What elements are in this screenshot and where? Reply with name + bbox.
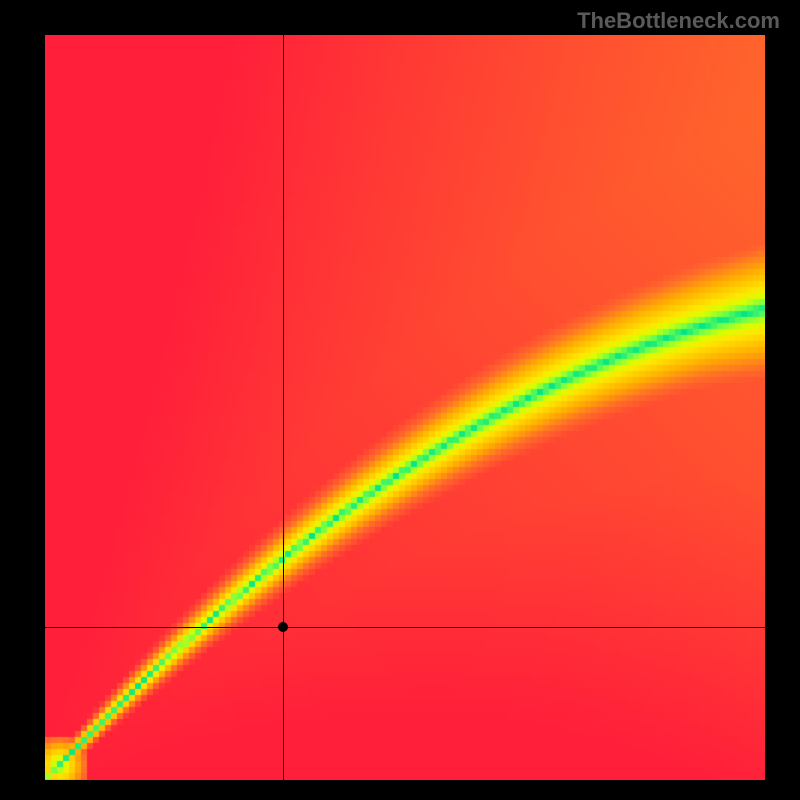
crosshair-horizontal	[45, 627, 765, 628]
crosshair-marker	[278, 622, 288, 632]
chart-container: { "watermark": { "text": "TheBottleneck.…	[0, 0, 800, 800]
crosshair-vertical	[283, 35, 284, 780]
heatmap-canvas	[45, 35, 765, 780]
watermark-text: TheBottleneck.com	[577, 8, 780, 34]
heatmap-plot	[45, 35, 765, 780]
